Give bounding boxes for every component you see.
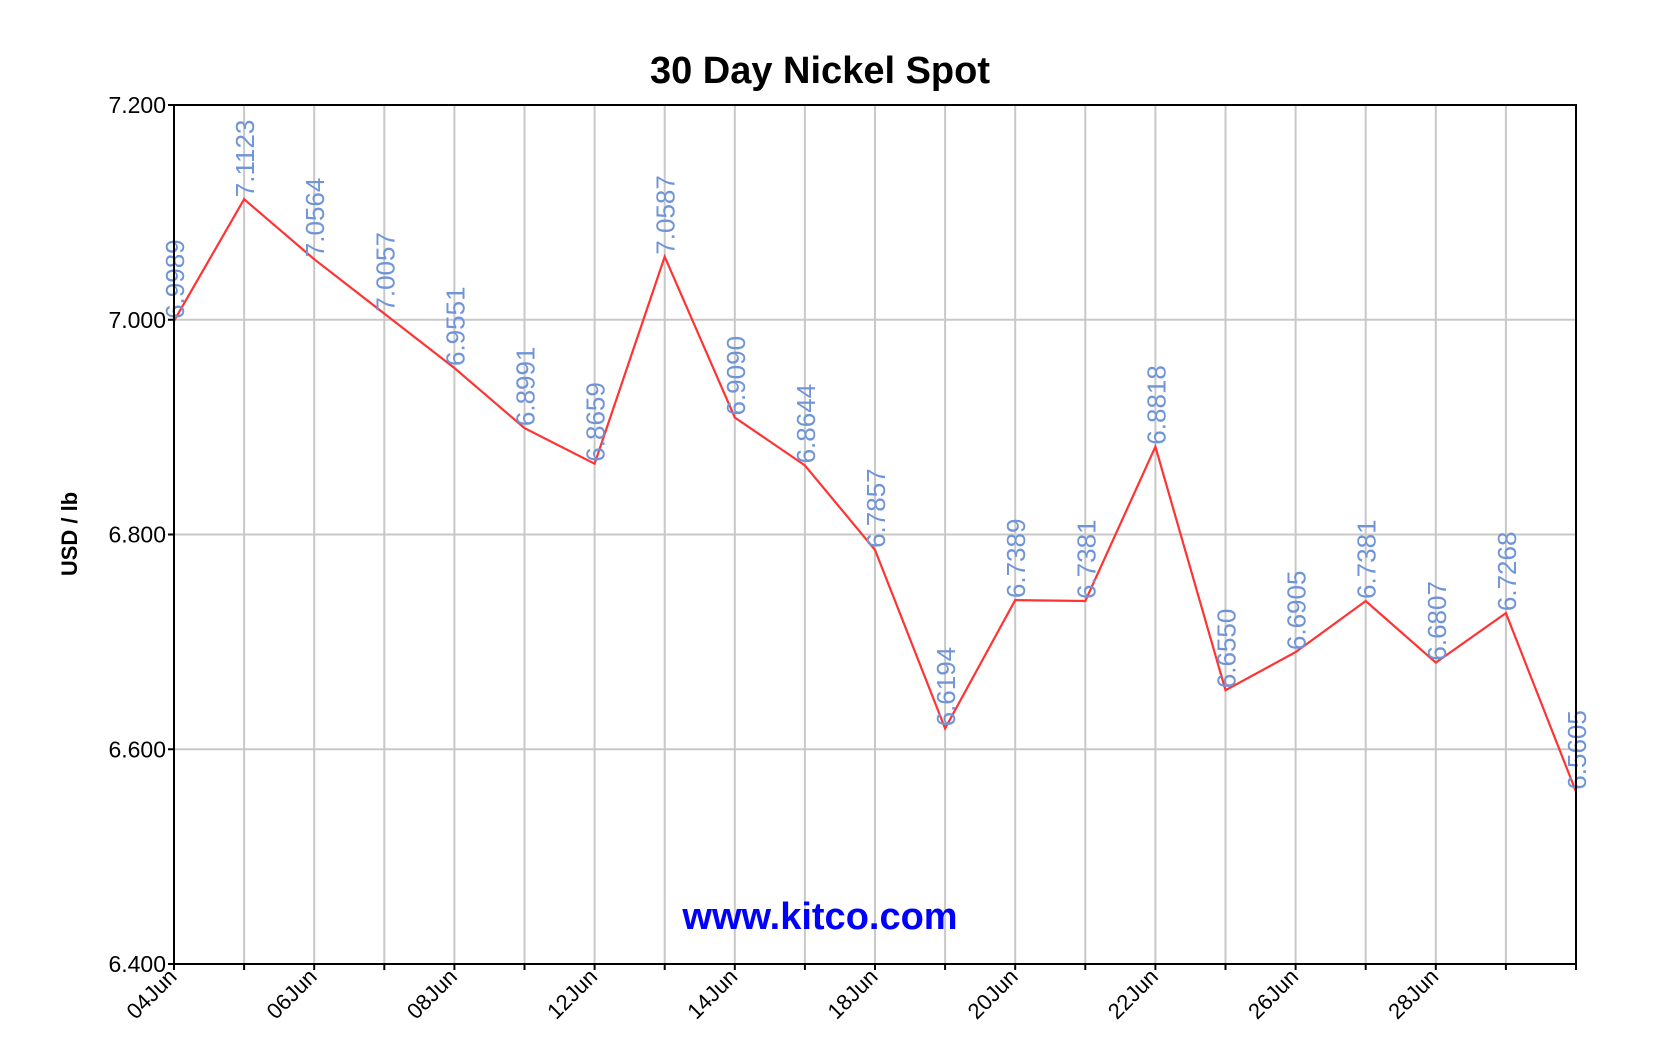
data-label: 6.6807	[1422, 581, 1452, 661]
series-line	[173, 197, 1578, 793]
data-label: 6.7268	[1492, 532, 1522, 612]
data-label: 6.6905	[1282, 571, 1312, 651]
data-label: 6.8644	[791, 384, 821, 464]
data-label: 6.6550	[1212, 609, 1242, 689]
y-tick-label: 7.200	[108, 92, 166, 118]
x-tick-label: 22Jun	[1103, 964, 1163, 1024]
chart-title: 30 Day Nickel Spot	[650, 50, 990, 92]
data-label: 6.9090	[721, 336, 751, 416]
data-label: 6.7381	[1352, 519, 1382, 599]
watermark-text: www.kitco.com	[681, 896, 957, 938]
x-tick-label: 26Jun	[1243, 964, 1303, 1024]
data-label: 6.7857	[861, 468, 891, 548]
data-label: 6.9551	[440, 286, 470, 366]
data-label: 7.0564	[300, 178, 330, 258]
y-tick-label: 6.800	[108, 522, 166, 548]
x-tick-label: 28Jun	[1383, 964, 1443, 1024]
data-label: 7.1123	[230, 120, 260, 198]
x-tick-label: 14Jun	[682, 964, 742, 1024]
y-tick-label: 6.600	[108, 736, 166, 762]
x-tick-label: 20Jun	[963, 964, 1023, 1024]
data-label: 6.7389	[1001, 519, 1031, 599]
data-label: 6.8991	[511, 347, 541, 427]
x-tick-label: 12Jun	[542, 964, 602, 1024]
data-label: 7.0587	[651, 175, 681, 255]
data-label: 6.7381	[1071, 519, 1101, 599]
data-label: 6.8818	[1141, 365, 1171, 445]
y-axis-label: USD / lb	[57, 492, 82, 576]
x-tick-label: 08Jun	[402, 964, 462, 1024]
data-label: 7.0057	[370, 232, 400, 312]
data-label: 6.8659	[581, 382, 611, 462]
x-tick-label: 18Jun	[822, 964, 882, 1024]
plot-area	[173, 197, 1578, 793]
data-label: 6.6194	[931, 647, 961, 727]
x-tick-label: 06Jun	[262, 964, 322, 1024]
y-tick-label: 6.400	[108, 951, 166, 977]
y-tick-label: 7.000	[108, 307, 166, 333]
